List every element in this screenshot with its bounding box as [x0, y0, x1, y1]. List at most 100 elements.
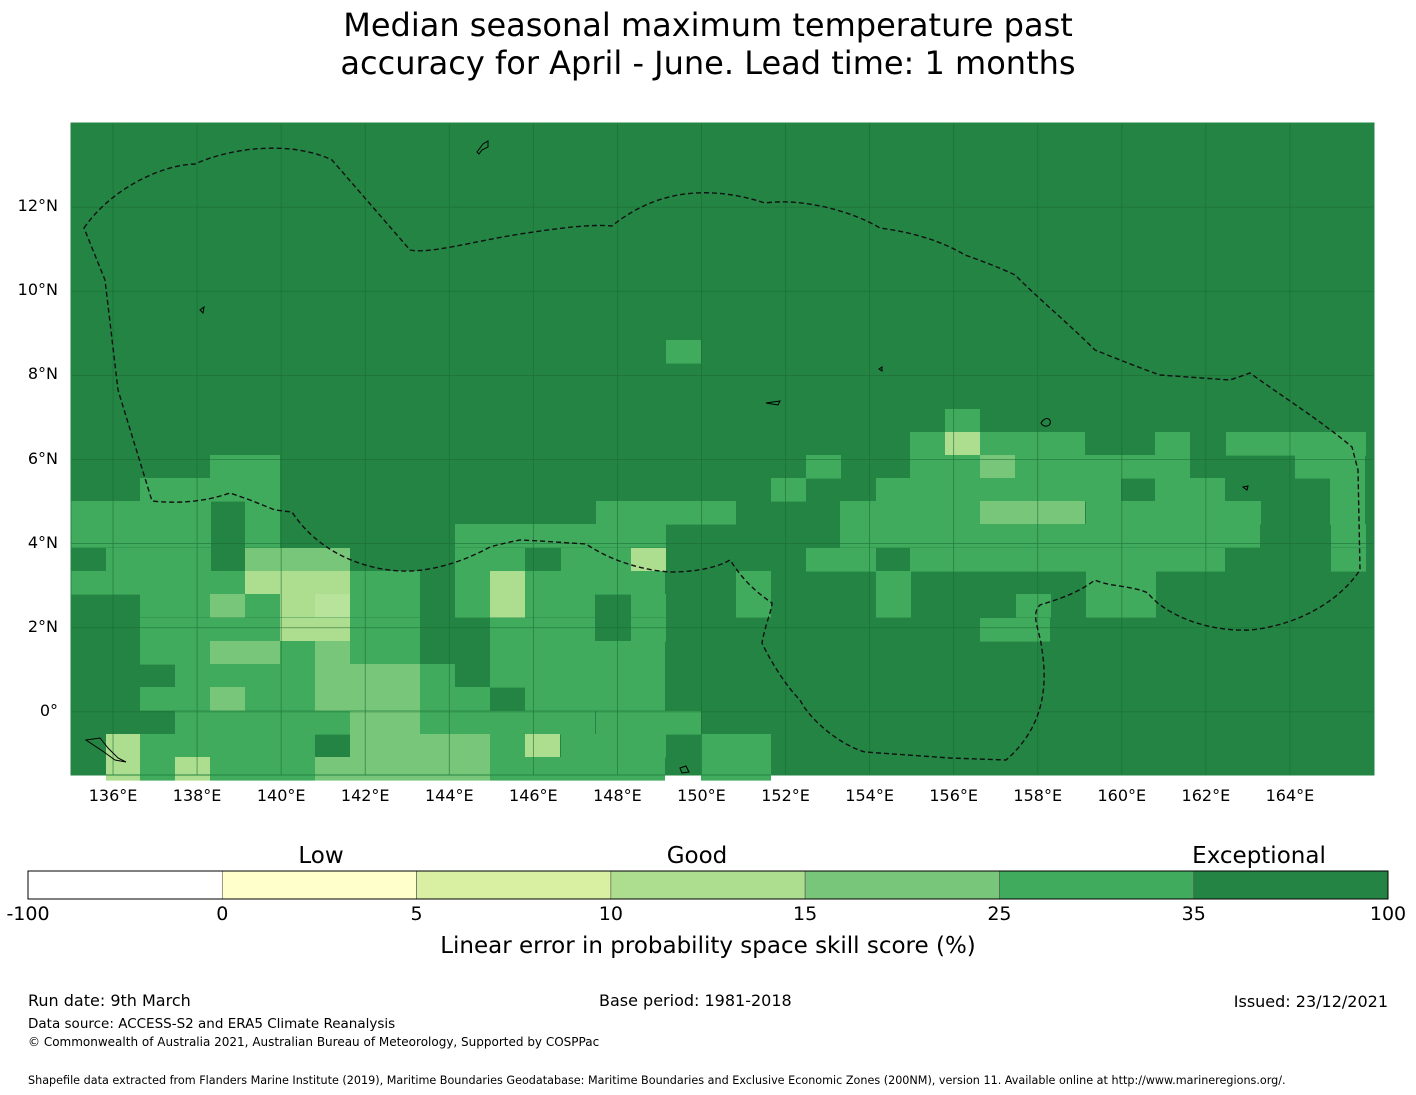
skill-cell — [350, 664, 420, 688]
skill-cell — [315, 757, 490, 781]
skill-cell — [350, 571, 420, 595]
copyright: © Commonwealth of Australia 2021, Austra… — [28, 1035, 600, 1049]
skill-cell — [350, 734, 490, 758]
skill-cell — [876, 478, 1121, 502]
skill-cell — [350, 594, 420, 618]
skill-cell — [1330, 501, 1365, 525]
skill-cell — [1155, 432, 1190, 456]
skill-cell — [455, 524, 525, 548]
skill-cell — [71, 501, 211, 525]
skill-cell — [1155, 478, 1225, 502]
skill-cell — [71, 571, 246, 595]
base-period: Base period: 1981-2018 — [599, 991, 792, 1010]
skill-cell — [490, 571, 525, 595]
skill-cell — [980, 618, 1050, 642]
skill-cell — [71, 524, 211, 548]
colorbar-segment — [999, 870, 1195, 900]
island — [199, 305, 205, 315]
skill-cell — [1226, 432, 1366, 456]
skill-cell — [490, 618, 595, 642]
y-tick-label: 4°N — [27, 532, 58, 552]
skill-cell — [840, 501, 1015, 525]
data-source: Data source: ACCESS-S2 and ERA5 Climate … — [28, 1016, 396, 1032]
y-tick-label: 12°N — [17, 196, 58, 216]
skill-cell — [106, 548, 211, 572]
skill-cell — [490, 734, 525, 758]
colorbar-tick-label: 15 — [793, 903, 818, 925]
category-good: Good — [666, 843, 728, 869]
island — [1040, 418, 1051, 427]
skill-cell — [736, 571, 771, 595]
colorbar-tick-label: 10 — [598, 903, 623, 925]
skill-cell — [245, 664, 315, 688]
skill-cell — [140, 757, 175, 781]
skill-cell — [280, 548, 350, 572]
colorbar-segment — [1193, 870, 1389, 900]
skill-cell — [1086, 594, 1156, 618]
colorbar-segment — [27, 870, 223, 900]
skill-cell — [876, 571, 911, 595]
skill-cell — [106, 734, 141, 758]
skill-cell — [280, 571, 350, 595]
skill-cell — [876, 594, 911, 618]
y-tick-label: 6°N — [27, 448, 58, 468]
island — [878, 366, 883, 372]
skill-cell — [806, 548, 876, 572]
skill-cell — [210, 478, 245, 502]
skill-cell — [455, 594, 490, 618]
skill-cell — [140, 594, 210, 618]
skill-cell — [806, 455, 841, 479]
skill-cell — [1086, 501, 1261, 525]
skill-cell — [525, 571, 665, 595]
colorbar-segment — [610, 870, 806, 900]
skill-cell — [1331, 524, 1366, 548]
x-tick-label: 146°E — [509, 786, 558, 805]
skill-cell — [525, 734, 560, 758]
skill-cell — [945, 409, 980, 433]
x-tick-label: 158°E — [1013, 786, 1063, 805]
run-date: Run date: 9th March — [28, 991, 191, 1010]
map-gridlines — [71, 123, 1374, 775]
skill-cell — [1016, 594, 1051, 618]
skill-cell — [140, 734, 315, 758]
skill-cell — [455, 548, 525, 572]
y-tick-label: 10°N — [17, 280, 58, 300]
colorbar-segment — [804, 870, 1000, 900]
skill-cell — [1295, 455, 1365, 479]
skill-cell — [771, 478, 806, 502]
skill-cell — [561, 524, 596, 548]
colorbar-tick-label: 35 — [1181, 903, 1206, 925]
island — [1241, 485, 1249, 491]
x-tick-label: 150°E — [677, 786, 726, 805]
x-tick-label: 160°E — [1097, 786, 1147, 805]
skill-cell — [245, 501, 280, 525]
x-tick-label: 140°E — [256, 786, 306, 805]
category-exceptional: Exceptional — [1192, 843, 1326, 869]
skill-cell — [945, 432, 980, 456]
skill-cell — [525, 594, 595, 618]
skill-cell — [245, 594, 280, 618]
title-line-1: Median seasonal maximum temperature past — [343, 6, 1073, 44]
skill-cell — [420, 664, 455, 688]
skill-cell — [596, 501, 736, 525]
skill-cell — [980, 501, 1085, 525]
skill-cell — [175, 571, 210, 595]
skill-cell — [840, 524, 1260, 548]
colorbar-label: Linear error in probability space skill … — [440, 933, 976, 959]
skill-cell — [1331, 548, 1366, 572]
skill-cell — [280, 641, 315, 665]
skill-cell — [175, 757, 210, 781]
skill-cell — [490, 641, 665, 665]
skill-cell — [490, 664, 665, 688]
skill-cell — [315, 594, 350, 618]
skill-cell — [210, 757, 315, 781]
x-tick-label: 164°E — [1265, 786, 1315, 805]
colorbar-tick-label: 0 — [216, 903, 229, 925]
skill-cell — [210, 687, 245, 711]
x-tick-label: 136°E — [88, 786, 138, 805]
skill-cell — [631, 548, 666, 572]
skill-cell — [561, 734, 666, 758]
skill-cell — [490, 594, 525, 618]
colorbar-tick-label: -100 — [6, 903, 50, 925]
skill-cell — [420, 711, 595, 735]
